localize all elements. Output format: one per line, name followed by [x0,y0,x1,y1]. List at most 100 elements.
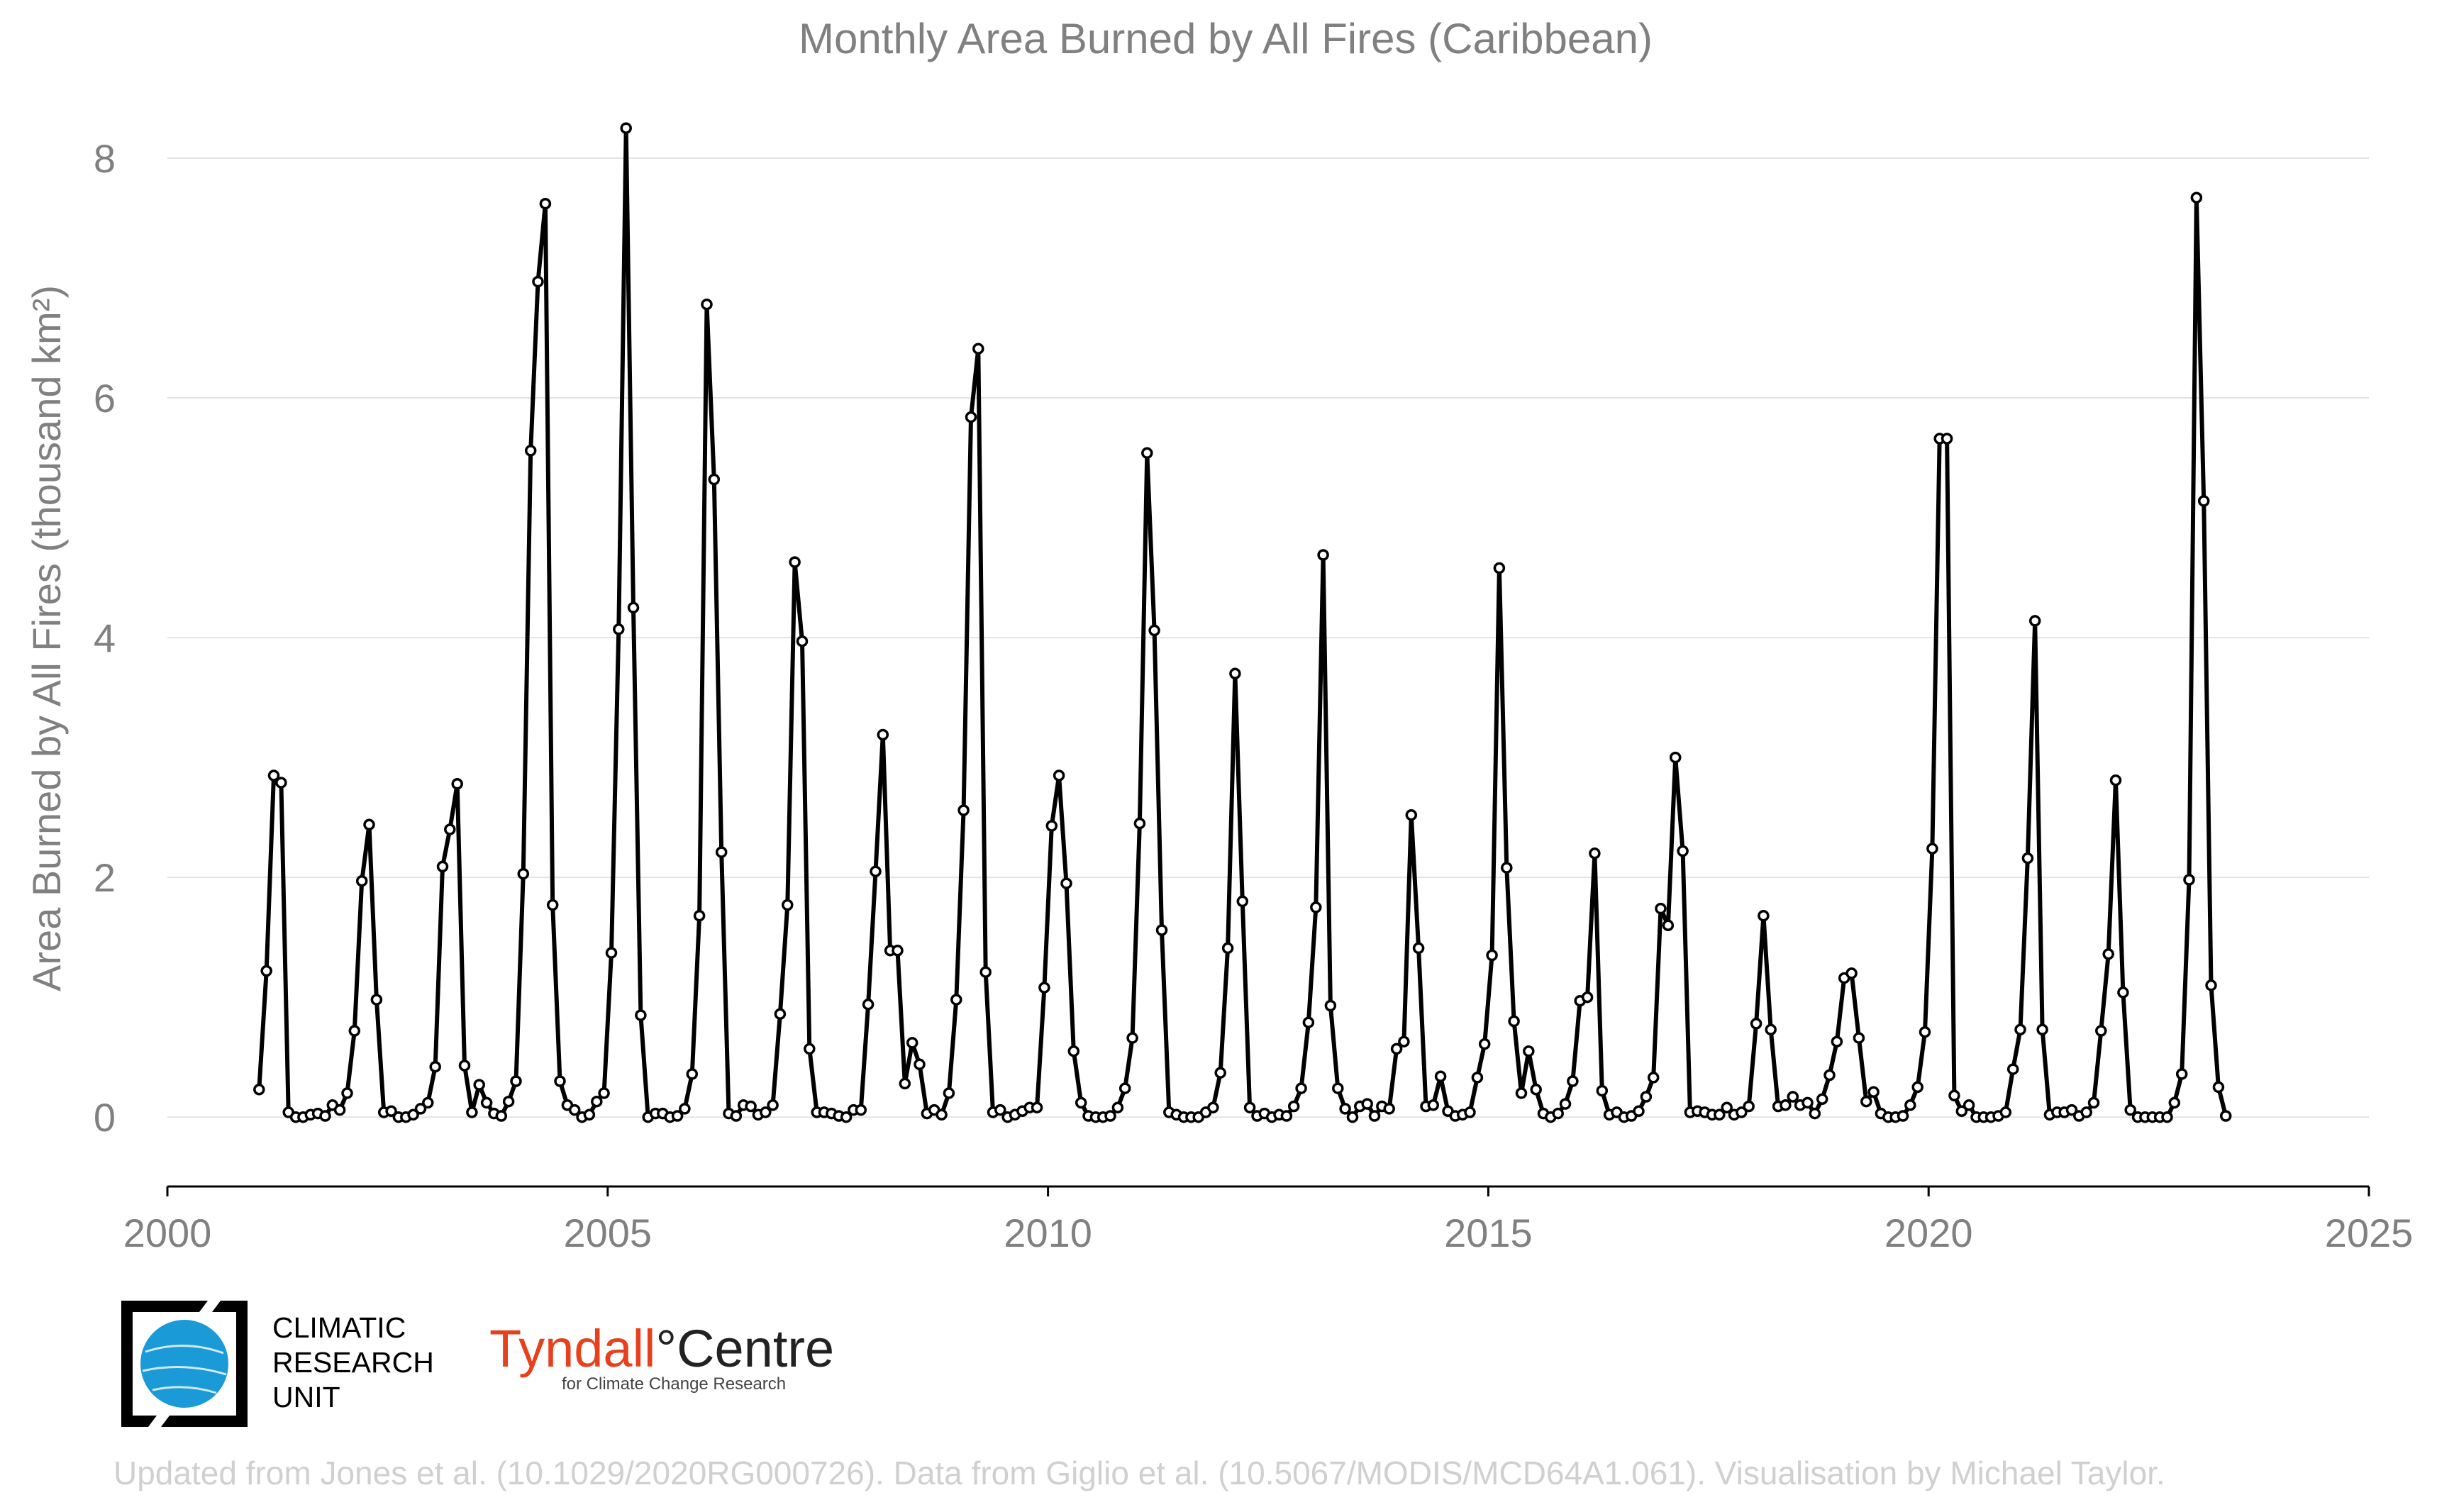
data-point [1053,769,1065,782]
data-point [2021,852,2034,865]
x-tick-label: 2025 [2325,1211,2414,1255]
data-point [1221,942,1234,955]
data-point [1941,433,1953,445]
y-tick-label: 2 [94,855,116,900]
data-point [1207,1101,1219,1113]
y-tick-label: 0 [94,1095,116,1140]
data-point [2212,1081,2225,1094]
data-point [671,1110,684,1122]
data-point [2183,874,2195,886]
data-point [2219,1110,2232,1122]
data-point [796,635,809,647]
data-point [1853,1032,1865,1044]
data-point [1141,447,1153,460]
data-point [1802,1096,1814,1109]
x-tick-label: 2005 [564,1211,653,1255]
data-point [701,298,713,311]
data-point [267,769,280,782]
data-point [1111,1101,1124,1113]
data-point [1471,1072,1484,1084]
data-point [1823,1069,1836,1082]
data-point [2124,1104,2136,1116]
data-point [1243,1101,1256,1113]
data-point [363,818,375,831]
data-point [1295,1082,1307,1094]
data-point [1897,1110,1909,1122]
y-tick-label: 8 [94,136,116,181]
data-point [1765,1023,1777,1036]
data-point [635,1009,647,1021]
data-point [1787,1091,1799,1103]
y-tick-label: 6 [94,376,116,421]
data-point [2028,615,2041,627]
data-point [1031,1101,1043,1113]
data-point [914,1058,926,1071]
data-point [972,343,984,355]
data-point [1780,1099,1792,1111]
data-point [1390,1043,1403,1055]
data-point [1911,1081,1923,1094]
data-point [407,1108,419,1121]
data-point [693,909,706,922]
data-point [855,1104,867,1116]
data-point [745,1100,757,1113]
data-point [341,1087,353,1099]
data-point [502,1095,515,1108]
data-point [1669,751,1682,764]
data-point [2205,979,2217,991]
data-point [936,1108,948,1121]
data-point [1640,1091,1653,1103]
data-point [1845,967,1858,979]
data-point [1493,562,1506,574]
data-point [1655,902,1667,915]
data-point [414,1103,427,1115]
data-point [1104,1110,1116,1122]
x-tick-label: 2010 [1004,1211,1092,1255]
data-point [1287,1100,1300,1113]
data-point [1816,1093,1828,1106]
data-point [1736,1106,1748,1118]
data-point [2168,1096,2181,1109]
data-point [789,556,801,568]
data-point [429,1060,441,1073]
data-point [260,965,272,977]
data-point [2087,1096,2100,1109]
data-point [1427,1099,1440,1111]
data-point [495,1110,508,1122]
x-tick-label: 2020 [1884,1211,1973,1255]
data-point [2065,1104,2078,1116]
x-tick-label: 2000 [123,1211,212,1255]
data-point [1332,1082,1344,1094]
data-point [1721,1101,1733,1113]
data-point [1075,1096,1087,1109]
data-point [568,1104,581,1116]
data-point [862,999,875,1011]
data-point [1758,909,1770,922]
data-point [422,1096,434,1109]
data-point [385,1105,397,1118]
x-tick-label: 2015 [1444,1211,1533,1255]
data-point [1368,1110,1381,1122]
data-point [1501,862,1513,874]
data-point [1743,1100,1755,1113]
data-point [510,1075,522,1087]
data-point [767,1099,779,1111]
cru-logo [117,1296,252,1431]
data-point [840,1111,853,1123]
data-point [1038,982,1050,994]
data-point [458,1060,471,1072]
data-point [1398,1035,1410,1047]
data-point [1310,901,1322,913]
data-point [679,1103,691,1115]
data-point [1148,624,1160,637]
data-point [943,1087,955,1099]
data-point [583,1108,596,1121]
data-point [620,122,632,134]
data-point [466,1106,478,1118]
data-point [1831,1035,1843,1047]
data-point [774,1008,787,1021]
data-point [1662,919,1675,932]
data-point [906,1037,918,1049]
data-point [275,777,287,789]
series-area-burned [253,122,2232,1123]
